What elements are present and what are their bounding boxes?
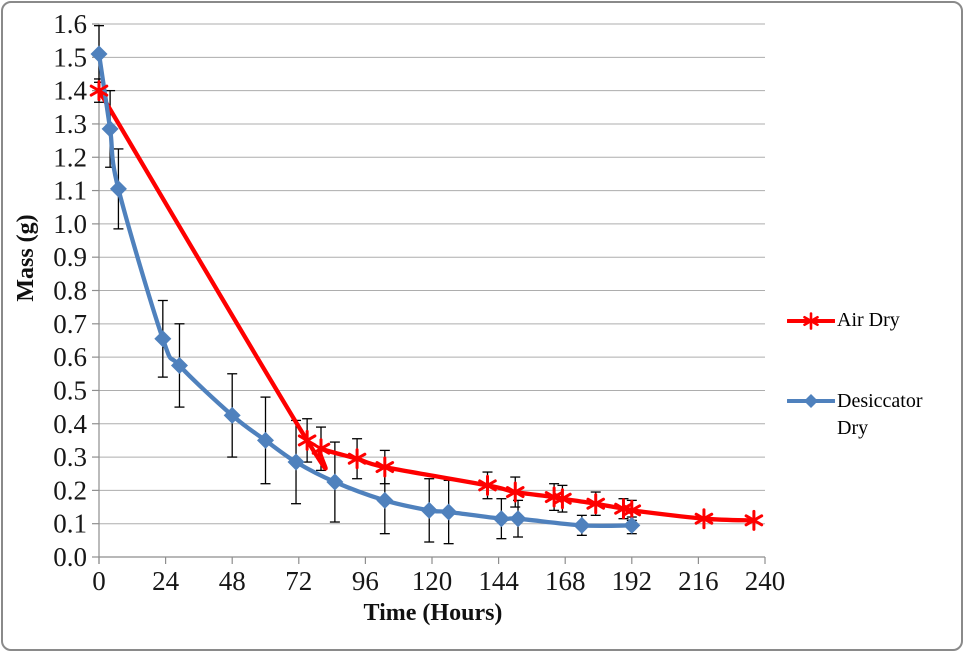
- data-point-marker-asterisk: [744, 509, 764, 531]
- y-tick-label: 0.1: [53, 509, 87, 539]
- data-point-marker-asterisk: [622, 499, 642, 521]
- data-point-marker-asterisk: [89, 80, 109, 102]
- data-point-marker-diamond: [509, 510, 527, 528]
- data-point-marker-diamond: [623, 516, 641, 534]
- data-point-marker-diamond: [376, 491, 394, 509]
- y-tick-label: 0.0: [53, 542, 87, 572]
- data-point-marker-asterisk: [694, 508, 714, 530]
- y-gridlines: [99, 23, 765, 525]
- legend-item-desiccator-dry: Desiccator Dry: [787, 388, 951, 442]
- y-tick-label: 0.3: [53, 442, 87, 472]
- data-point-marker-asterisk: [803, 312, 819, 330]
- y-tick-label: 1.2: [53, 142, 87, 172]
- data-point-marker-diamond: [223, 406, 241, 424]
- legend-label-desiccator-dry: Desiccator Dry: [837, 390, 923, 439]
- y-tick-label: 0.2: [53, 475, 87, 505]
- legend-sample-line-air-dry: [787, 312, 835, 330]
- series-markers-desiccator-dry: [90, 45, 641, 534]
- error-bars-desiccator-dry: [94, 25, 637, 545]
- legend-item-air-dry: Air Dry: [787, 307, 951, 334]
- data-point-marker-diamond: [804, 394, 818, 408]
- series-line-air-dry: [96, 88, 757, 523]
- y-tick-label: 1.1: [53, 176, 87, 206]
- data-point-marker-diamond: [101, 120, 119, 138]
- data-point-marker-diamond: [154, 330, 172, 348]
- data-point-marker-asterisk: [478, 474, 497, 496]
- y-tick-label: 1.0: [53, 209, 87, 239]
- axes-and-ticks: [92, 23, 766, 564]
- y-tick-labels: 0.00.10.20.30.40.50.60.70.80.91.01.11.21…: [53, 9, 87, 572]
- data-point-marker-diamond: [326, 473, 344, 491]
- data-point-marker-diamond: [257, 431, 274, 449]
- data-point-marker-diamond: [109, 180, 127, 198]
- y-tick-label: 0.5: [53, 375, 87, 405]
- data-point-marker-diamond: [170, 356, 188, 374]
- plot-generated-content: 0.00.10.20.30.40.50.60.70.80.91.01.11.21…: [53, 9, 785, 596]
- x-tick-label: 240: [745, 566, 786, 596]
- x-tick-label: 48: [219, 566, 246, 596]
- x-axis-title: Time (Hours): [364, 600, 503, 626]
- y-tick-label: 0.7: [53, 309, 87, 339]
- x-tick-label: 120: [412, 566, 453, 596]
- legend-sample-line-desiccator-dry: [787, 394, 835, 408]
- data-point-marker-asterisk: [553, 488, 572, 510]
- data-point-marker-diamond: [440, 503, 458, 521]
- y-tick-label: 1.6: [53, 9, 87, 39]
- x-tick-label: 0: [92, 566, 106, 596]
- series-markers-air-dry: [89, 80, 764, 531]
- data-point-marker-diamond: [287, 453, 305, 471]
- x-tick-label: 96: [352, 566, 379, 596]
- data-point-marker-diamond: [420, 501, 438, 519]
- y-tick-label: 1.4: [53, 76, 87, 106]
- data-point-marker-diamond: [492, 510, 510, 528]
- x-tick-label: 24: [152, 566, 180, 596]
- data-point-marker-asterisk: [505, 481, 525, 503]
- x-tick-labels: 0 24 48 72 96 120 144 168 192 216 240: [92, 566, 785, 596]
- y-tick-label: 0.6: [53, 342, 87, 372]
- y-axis-title: Mass (g): [13, 214, 39, 301]
- data-point-marker-asterisk: [311, 438, 331, 460]
- x-tick-label: 192: [612, 566, 653, 596]
- x-tick-label: 144: [478, 566, 519, 596]
- legend-label-air-dry: Air Dry: [837, 309, 900, 331]
- y-tick-label: 1.5: [53, 42, 87, 72]
- y-tick-label: 0.8: [53, 276, 87, 306]
- data-point-marker-diamond: [573, 516, 591, 534]
- data-point-marker-asterisk: [586, 493, 606, 515]
- x-tick-label: 168: [545, 566, 586, 596]
- y-tick-label: 0.4: [53, 409, 87, 439]
- x-tick-label: 72: [285, 566, 312, 596]
- y-tick-label: 0.9: [53, 242, 87, 272]
- y-tick-label: 1.3: [53, 109, 87, 139]
- data-point-marker-asterisk: [375, 456, 395, 478]
- data-point-marker-asterisk: [347, 448, 367, 470]
- x-tick-label: 216: [678, 566, 719, 596]
- data-point-marker-diamond: [90, 45, 108, 63]
